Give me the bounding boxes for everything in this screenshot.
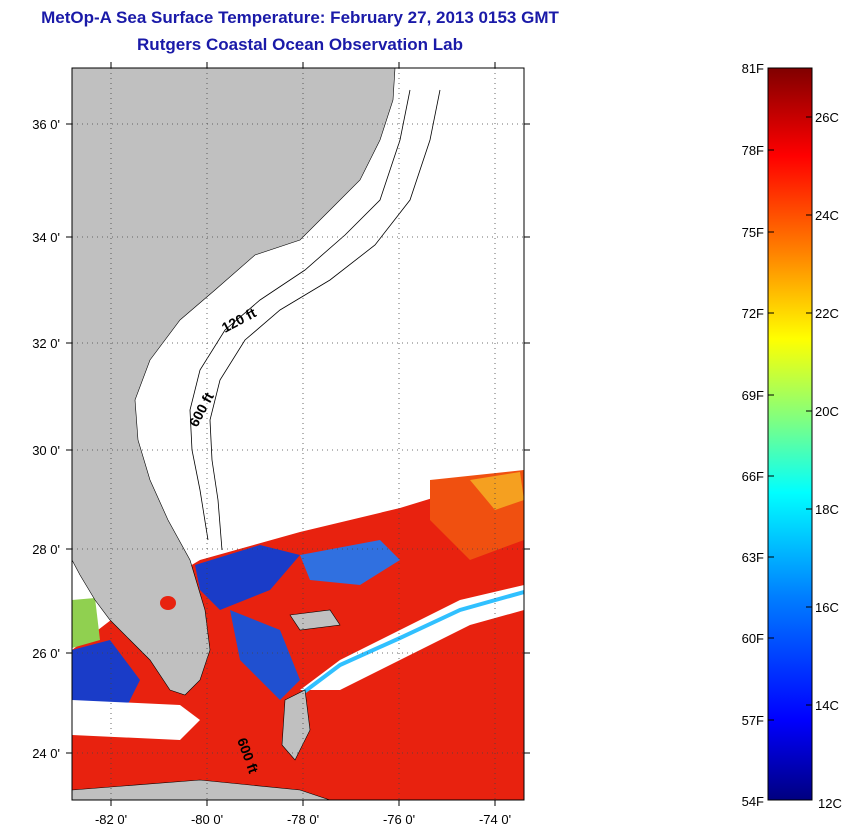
colorbar-c-label: 12C bbox=[818, 796, 842, 811]
map-subtitle: Rutgers Coastal Ocean Observation Lab bbox=[137, 35, 463, 54]
lat-labels: 36 0' 34 0' 32 0' 30 0' 28 0' 26 0' 24 0… bbox=[32, 117, 60, 761]
lat-label: 36 0' bbox=[32, 117, 60, 132]
lon-label: -82 0' bbox=[95, 812, 127, 827]
graticule bbox=[72, 68, 524, 800]
lon-labels: -82 0' -80 0' -78 0' -76 0' -74 0' bbox=[95, 812, 511, 827]
colorbar-f-label: 72F bbox=[742, 306, 764, 321]
colorbar-f-label: 75F bbox=[742, 225, 764, 240]
colorbar-c-label: 26C bbox=[815, 110, 839, 125]
bahamas-andros bbox=[281, 689, 311, 761]
colorbar-f-label: 66F bbox=[742, 469, 764, 484]
lon-label: -78 0' bbox=[287, 812, 319, 827]
map-frame bbox=[71, 67, 525, 801]
colorbar-c-label: 22C bbox=[815, 306, 839, 321]
bahamas-grand bbox=[289, 609, 341, 631]
colorbar-c-label: 18C bbox=[815, 502, 839, 517]
cloud-gap-2 bbox=[72, 700, 200, 740]
colorbar-f-labels: 81F 78F 75F 72F 69F 66F 63F 60F 57F 54F bbox=[742, 61, 764, 809]
lake-okeechobee bbox=[160, 596, 176, 610]
cloud-gap bbox=[300, 585, 524, 690]
lon-label: -74 0' bbox=[479, 812, 511, 827]
sst-cool-band bbox=[195, 545, 300, 610]
lat-label: 30 0' bbox=[32, 443, 60, 458]
sst-green-patch bbox=[72, 598, 100, 648]
colorbar-c-label: 14C bbox=[815, 698, 839, 713]
colorbar bbox=[767, 67, 813, 801]
lat-label: 28 0' bbox=[32, 542, 60, 557]
colorbar-c-labels: 26C 24C 22C 20C 18C 16C 14C 12C bbox=[815, 110, 842, 811]
front-edge bbox=[298, 590, 524, 697]
colorbar-f-label: 57F bbox=[742, 713, 764, 728]
sst-cool-band-4 bbox=[230, 610, 300, 700]
colorbar-f-ticks bbox=[768, 116, 812, 721]
map-title: MetOp-A Sea Surface Temperature: Februar… bbox=[41, 8, 559, 27]
contour-600ft bbox=[209, 89, 441, 551]
tick-marks bbox=[66, 62, 530, 806]
colorbar-f-label: 81F bbox=[742, 61, 764, 76]
cuba-land bbox=[72, 779, 331, 800]
lon-label: -76 0' bbox=[383, 812, 415, 827]
lat-label: 26 0' bbox=[32, 646, 60, 661]
lat-label: 34 0' bbox=[32, 230, 60, 245]
colorbar-c-label: 24C bbox=[815, 208, 839, 223]
colorbar-c-label: 20C bbox=[815, 404, 839, 419]
sst-yellow-patch bbox=[470, 472, 524, 510]
lon-label: -80 0' bbox=[191, 812, 223, 827]
colorbar-f-label: 69F bbox=[742, 388, 764, 403]
colorbar-f-label: 63F bbox=[742, 550, 764, 565]
colorbar-f-label: 54F bbox=[742, 794, 764, 809]
colorbar-c-label: 16C bbox=[815, 600, 839, 615]
colorbar-f-label: 60F bbox=[742, 631, 764, 646]
florida-land bbox=[72, 68, 396, 696]
sst-cool-band-2 bbox=[300, 540, 400, 585]
colorbar-f-label: 78F bbox=[742, 143, 764, 158]
contour-120ft bbox=[189, 89, 411, 541]
lat-label: 24 0' bbox=[32, 746, 60, 761]
lat-label: 32 0' bbox=[32, 336, 60, 351]
